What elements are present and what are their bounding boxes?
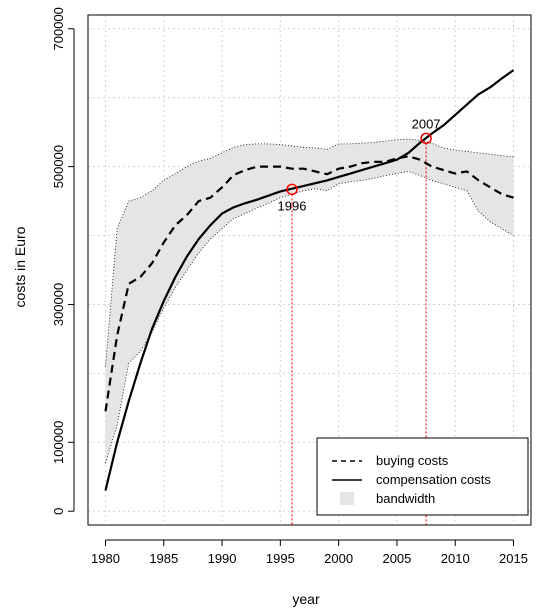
x-tick-label: 1995 [266,551,295,566]
annotation-label-2007: 2007 [412,116,441,131]
grid [88,15,531,525]
vertical-marker-layer [291,143,427,525]
legend: buying costs compensation costs bandwidt… [316,437,529,516]
y-tick-label: 100000 [51,421,66,464]
legend-label-buying-costs: buying costs [376,453,449,468]
x-tick-label: 2010 [441,551,470,566]
x-tick-label: 2005 [382,551,411,566]
x-tick-label: 1990 [208,551,237,566]
legend-label-compensation-costs: compensation costs [376,472,491,487]
annotation-layer: 1996 2007 [278,116,441,213]
bandwidth-area [105,139,514,463]
y-tick-label: 700000 [51,7,66,50]
series-layer [104,69,515,491]
y-tick-label: 0 [51,508,66,515]
bandwidth-upper-border [105,138,514,367]
y-axis: 0 100000 300000 500000 700000 [51,7,75,515]
x-axis-label: year [292,591,320,607]
x-axis: 1980 1985 1990 1995 2000 2005 2010 2015 [91,539,528,566]
annotation-label-1996: 1996 [278,198,307,213]
x-tick-label: 1980 [91,551,120,566]
y-axis-label: costs in Euro [12,226,28,307]
annotation-marker-1996 [286,183,298,196]
x-tick-label: 1985 [149,551,178,566]
legend-label-bandwidth: bandwidth [376,491,435,506]
legend-swatch-bandwidth [340,492,354,505]
series-line-compensation-costs [104,69,515,491]
y-tick-label: 500000 [51,145,66,188]
series-line-buying-costs [104,155,514,412]
annotation-marker-2007 [420,132,432,145]
x-tick-label: 2015 [499,551,528,566]
plot-frame [87,14,532,526]
bandwidth-layer [105,138,514,464]
y-tick-label: 300000 [51,283,66,326]
x-tick-label: 2000 [324,551,353,566]
